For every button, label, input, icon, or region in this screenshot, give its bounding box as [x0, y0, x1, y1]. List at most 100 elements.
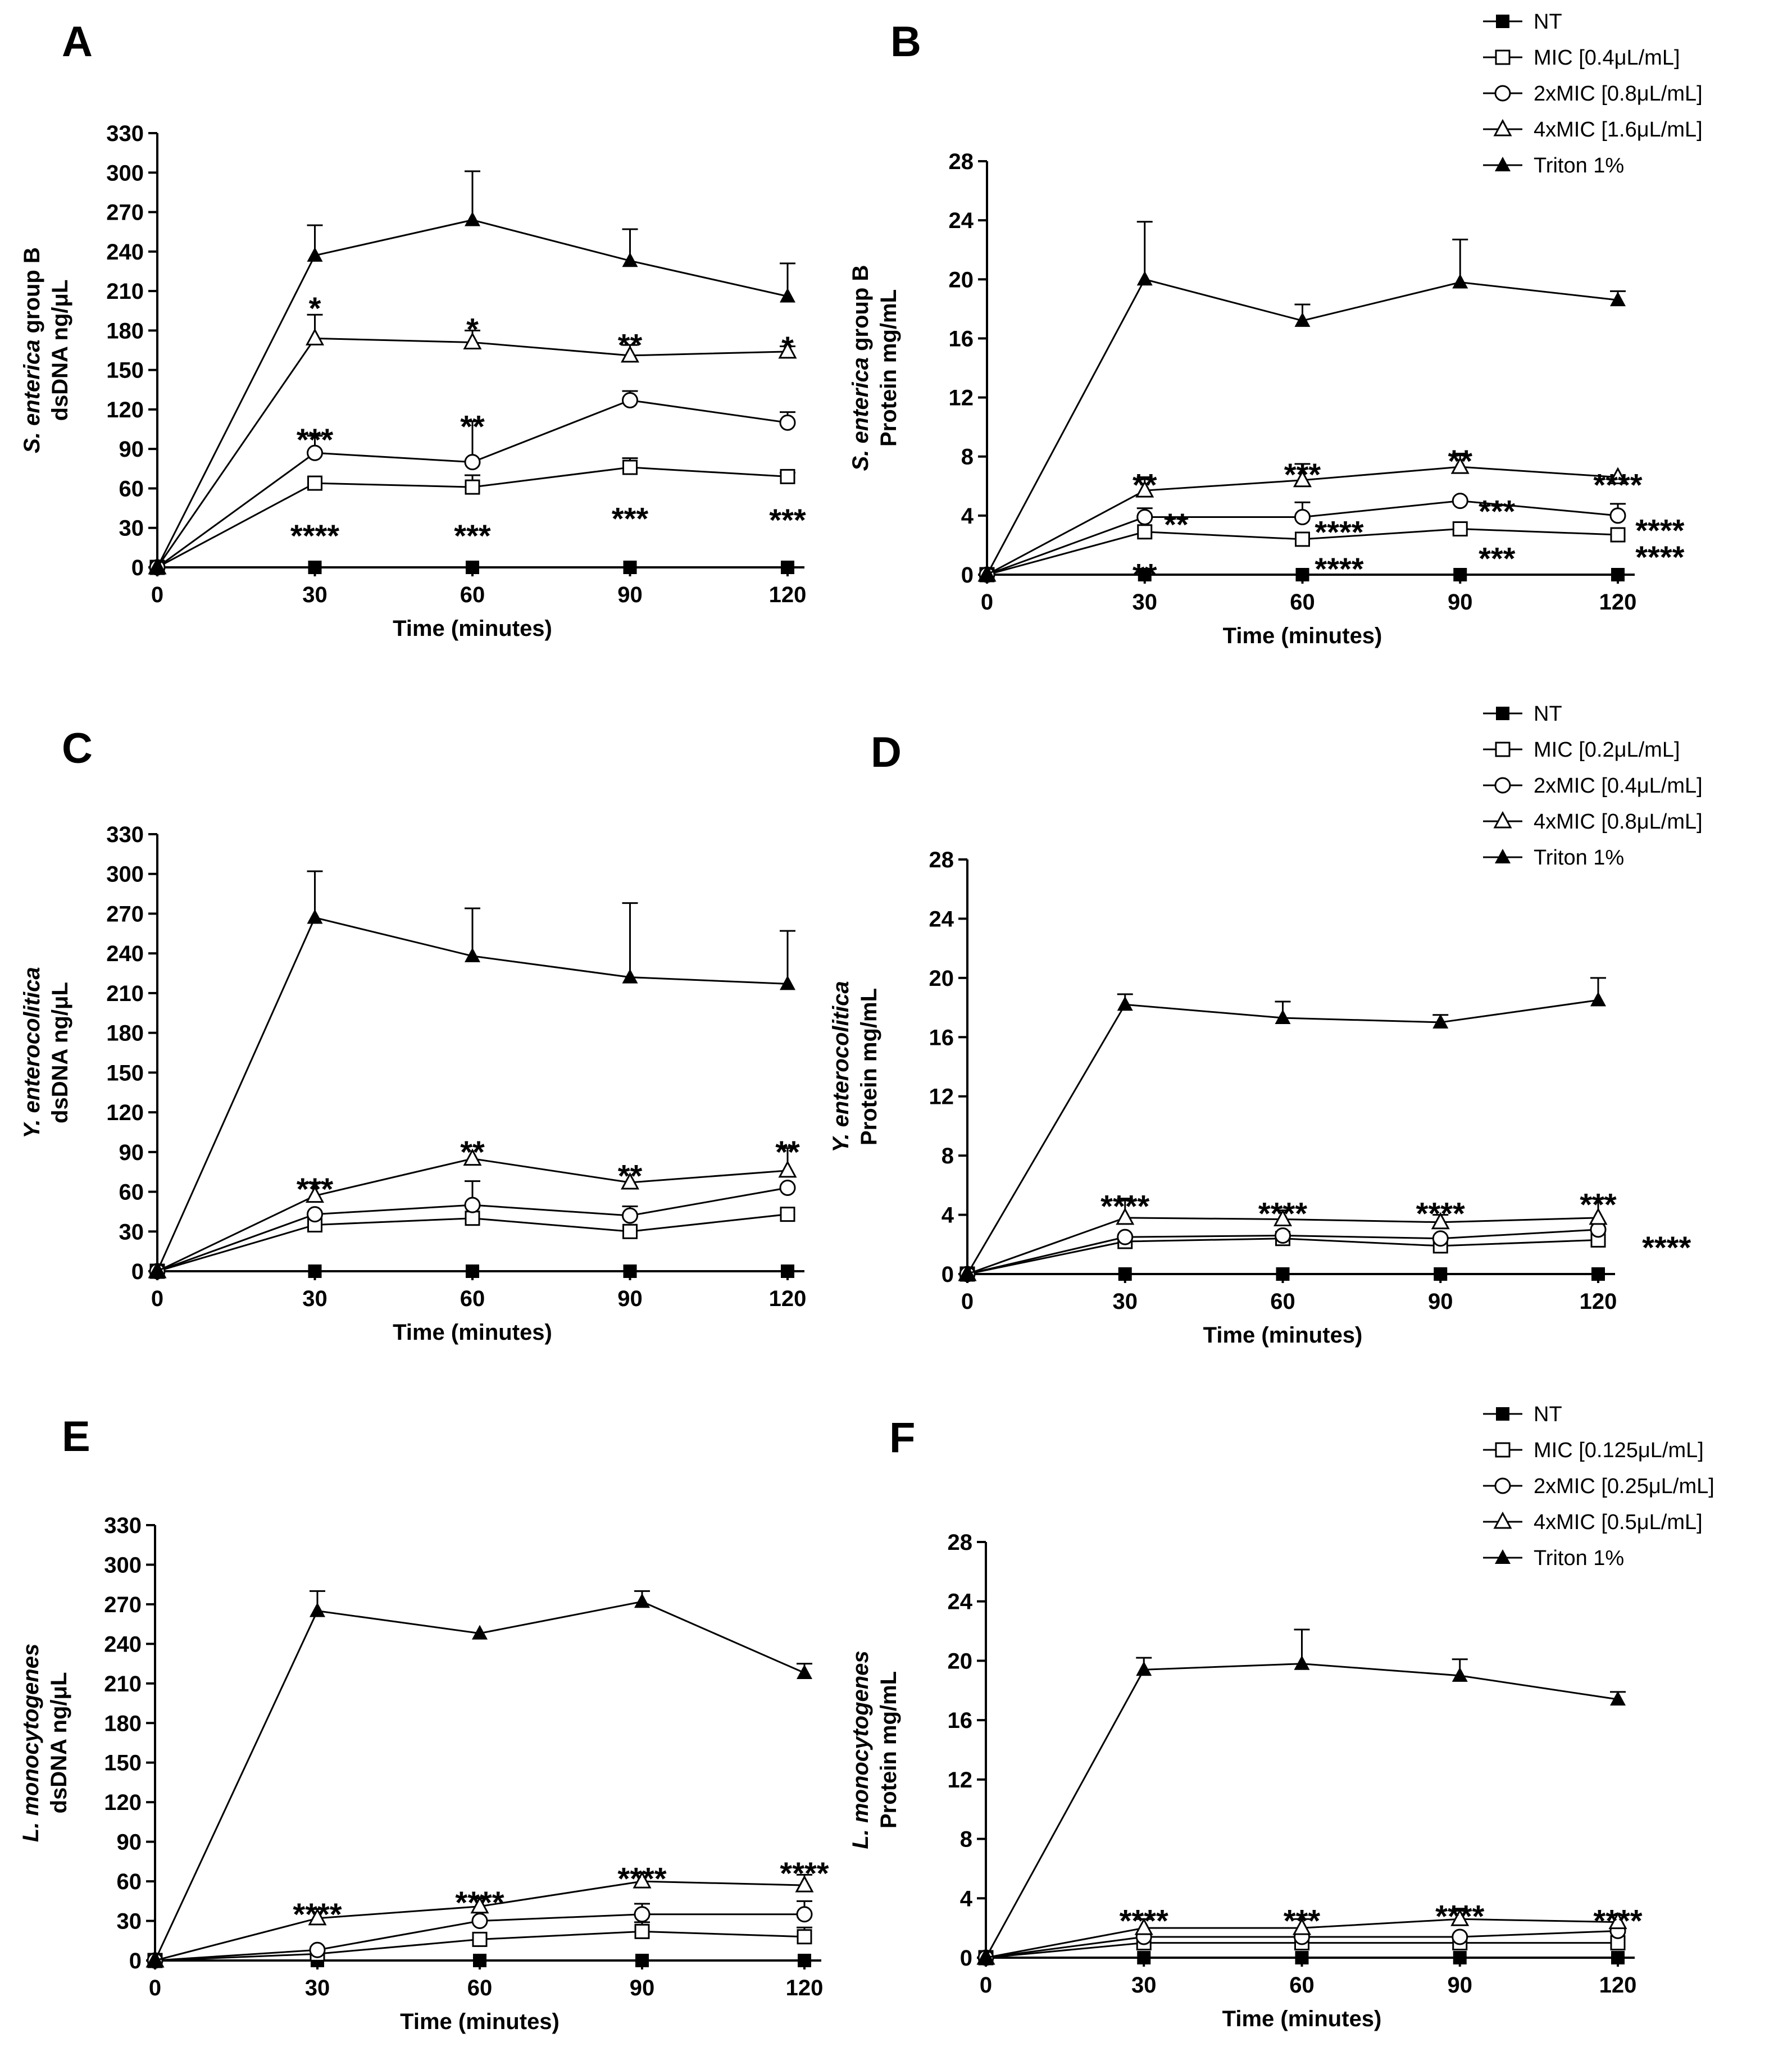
y-tick-label: 90	[119, 437, 144, 462]
data-point	[464, 454, 481, 471]
y-tick-label: 150	[104, 1751, 142, 1776]
x-tick-label: 60	[460, 1286, 485, 1311]
significance-label: ****	[290, 518, 339, 553]
x-tick-label: 120	[769, 583, 807, 607]
data-point	[308, 1908, 327, 1926]
series-2	[959, 1221, 1607, 1282]
legend-entry: MIC [0.125μL/mL]	[1534, 1439, 1704, 1462]
legend-entry: 4xMIC [0.5μL/mL]	[1534, 1511, 1703, 1534]
y-tick-label: 180	[106, 1021, 144, 1046]
panel-letter: B	[890, 18, 921, 66]
y-tick-label: 0	[961, 563, 974, 588]
data-point	[310, 1602, 325, 1617]
significance-label: ***	[1284, 1903, 1321, 1938]
data-point	[622, 1207, 638, 1224]
data-point	[1591, 1267, 1605, 1281]
x-tick-label: 90	[617, 1286, 643, 1311]
data-point	[1117, 1229, 1134, 1245]
significance-label: ***	[454, 518, 491, 553]
data-point	[1610, 527, 1626, 543]
data-point	[1432, 1013, 1449, 1029]
y-tick-label: 4	[960, 1886, 973, 1911]
data-point	[149, 559, 165, 574]
data-point	[466, 561, 479, 574]
y-tick-label: 120	[106, 1100, 144, 1125]
data-point	[466, 1264, 479, 1278]
y-tick-label: 20	[929, 966, 954, 991]
series-3	[145, 1871, 814, 1968]
y-tick-label: 0	[131, 556, 144, 580]
y-tick-label: 24	[949, 208, 974, 233]
y-tick-label: 210	[106, 279, 144, 304]
significance-label: ***	[612, 501, 649, 536]
data-point	[780, 1207, 795, 1222]
y-tick-label: 300	[104, 1553, 142, 1577]
data-point	[472, 1625, 488, 1640]
panel-letter: D	[871, 729, 902, 776]
data-point	[308, 561, 322, 574]
x-tick-label: 30	[1132, 590, 1158, 615]
legend-entry: 2xMIC [0.25μL/mL]	[1534, 1475, 1714, 1498]
significance-label: ****	[1100, 1188, 1149, 1223]
significance-label: ****	[293, 1896, 342, 1932]
x-tick-label: 30	[302, 1286, 328, 1311]
data-point	[308, 1264, 322, 1278]
data-point	[472, 1931, 488, 1947]
y-tick-label: 16	[929, 1025, 954, 1050]
y-tick-label: 8	[942, 1144, 954, 1168]
data-point	[470, 1896, 489, 1914]
panel-letter: A	[62, 18, 93, 66]
y-tick-label: 330	[104, 1513, 142, 1538]
x-tick-label: 90	[1428, 1289, 1453, 1314]
legend-marker	[1494, 85, 1511, 102]
significance-label: ****	[1435, 1899, 1484, 1934]
y-tick-label: 330	[106, 822, 144, 847]
x-axis-title: Time (minutes)	[1223, 624, 1382, 648]
significance-label: ****	[455, 1885, 504, 1920]
y-tick-label: 120	[104, 1790, 142, 1815]
significance-label: **	[460, 409, 485, 444]
data-point	[309, 1941, 326, 1958]
data-point	[1611, 1951, 1625, 1964]
y-tick-label: 12	[949, 386, 974, 411]
data-point	[1432, 1230, 1449, 1247]
y-tick-label: 240	[106, 941, 144, 966]
significance-label: ***	[297, 422, 334, 457]
y-tick-label: 270	[106, 201, 144, 225]
data-point	[1452, 521, 1468, 537]
data-point	[1137, 524, 1153, 540]
series-line	[156, 219, 788, 568]
panel-A: A 0 30 60 90 120 150 180 210 240 270 300 330 0 30 60 90 1…	[20, 18, 806, 641]
legend-marker	[1495, 157, 1511, 171]
data-point	[634, 1906, 651, 1923]
series-1	[149, 457, 795, 575]
x-tick-label: 0	[961, 1289, 974, 1314]
data-point	[1138, 568, 1152, 581]
data-point	[959, 1266, 975, 1280]
data-point	[307, 247, 323, 262]
y-tick-label: 4	[942, 1203, 954, 1228]
legend-entry: MIC [0.2μL/mL]	[1534, 738, 1680, 762]
y-tick-label: 150	[106, 358, 144, 383]
y-tick-label: 300	[106, 862, 144, 887]
data-point	[471, 1913, 488, 1930]
data-point	[781, 1264, 794, 1278]
y-axis-title-group: group B	[20, 247, 44, 339]
panel-F: F 0 4 8 12 16 20 24 28 0 30 60 90 120 Time (minutes) L.…	[848, 1414, 1643, 2031]
panel-B: B 0 4 8 12 16 20 24 28 0 30 60 90 120 Time (minutes) S.…	[848, 18, 1685, 648]
significance-label: ***	[297, 1171, 334, 1207]
y-tick-label: 16	[949, 326, 974, 351]
y-axis-title-organism: Y. enterocolitica	[20, 967, 44, 1138]
y-tick-label: 300	[106, 161, 144, 185]
legend-marker	[1495, 742, 1511, 757]
y-tick-label: 28	[949, 149, 974, 174]
significance-label: ****	[1315, 551, 1363, 586]
panel-letter: C	[62, 725, 93, 772]
y-tick-label: 30	[119, 516, 144, 541]
series-0	[980, 568, 1625, 581]
data-point	[779, 414, 796, 431]
x-tick-label: 60	[1289, 1973, 1315, 1998]
data-point	[464, 1197, 481, 1213]
x-tick-label: 90	[630, 1976, 655, 2000]
legend-marker	[1496, 15, 1509, 28]
